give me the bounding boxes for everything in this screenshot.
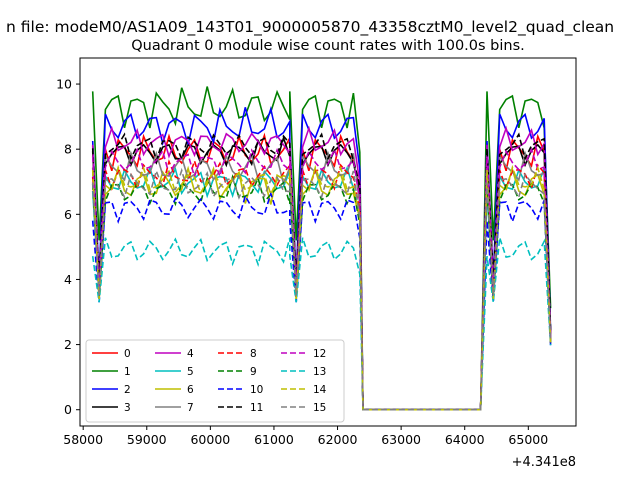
legend-label-11: 11 [250, 402, 263, 414]
y-tick-label: 6 [64, 207, 72, 222]
x-tick-label: 58000 [63, 432, 103, 447]
series-line-15 [91, 167, 552, 411]
figure-suptitle: n file: modeM0/AS1A09_143T01_9000005870_… [6, 18, 614, 37]
series-line-12 [91, 147, 552, 411]
x-tick-label: 65000 [508, 432, 548, 447]
x-tick-label: 62000 [318, 432, 358, 447]
legend-box [85, 339, 345, 423]
x-tick-label: 59000 [127, 432, 167, 447]
legend-label-10: 10 [250, 384, 263, 396]
y-tick-label: 8 [64, 142, 72, 157]
legend-label-4: 4 [187, 348, 194, 360]
y-tick-label: 10 [56, 77, 72, 92]
legend-label-12: 12 [313, 348, 326, 360]
y-tick-label: 2 [64, 337, 72, 352]
legend-label-9: 9 [250, 366, 257, 378]
x-axis: 58000 59000 60000 61000 62000 63000 64000 65000 [63, 426, 548, 447]
legend-label-6: 6 [187, 384, 194, 396]
series-line-11 [91, 132, 552, 411]
legend-label-7: 7 [187, 402, 194, 414]
x-tick-label: 60000 [190, 432, 230, 447]
legend-label-1: 1 [124, 366, 131, 378]
legend-label-14: 14 [313, 384, 327, 396]
series-line-10 [91, 190, 552, 411]
legend-label-5: 5 [187, 366, 194, 378]
legend-label-13: 13 [313, 366, 326, 378]
legend-label-8: 8 [250, 348, 257, 360]
x-tick-label: 63000 [381, 432, 421, 447]
y-axis: 0 2 4 6 8 10 [56, 77, 80, 417]
legend-label-3: 3 [124, 402, 131, 414]
x-offset-label: +4.341e8 [512, 455, 576, 470]
x-tick-label: 64000 [445, 432, 485, 447]
chart-title: Quadrant 0 module wise count rates with … [131, 38, 525, 54]
series-line-9 [91, 174, 552, 411]
y-tick-label: 4 [64, 272, 72, 287]
plot-lines [91, 86, 552, 411]
legend-label-0: 0 [124, 348, 131, 360]
legend-label-15: 15 [313, 402, 326, 414]
plot-frame [79, 57, 577, 427]
y-tick-label: 0 [64, 402, 72, 417]
x-tick-label: 61000 [254, 432, 294, 447]
legend-label-2: 2 [124, 384, 131, 396]
